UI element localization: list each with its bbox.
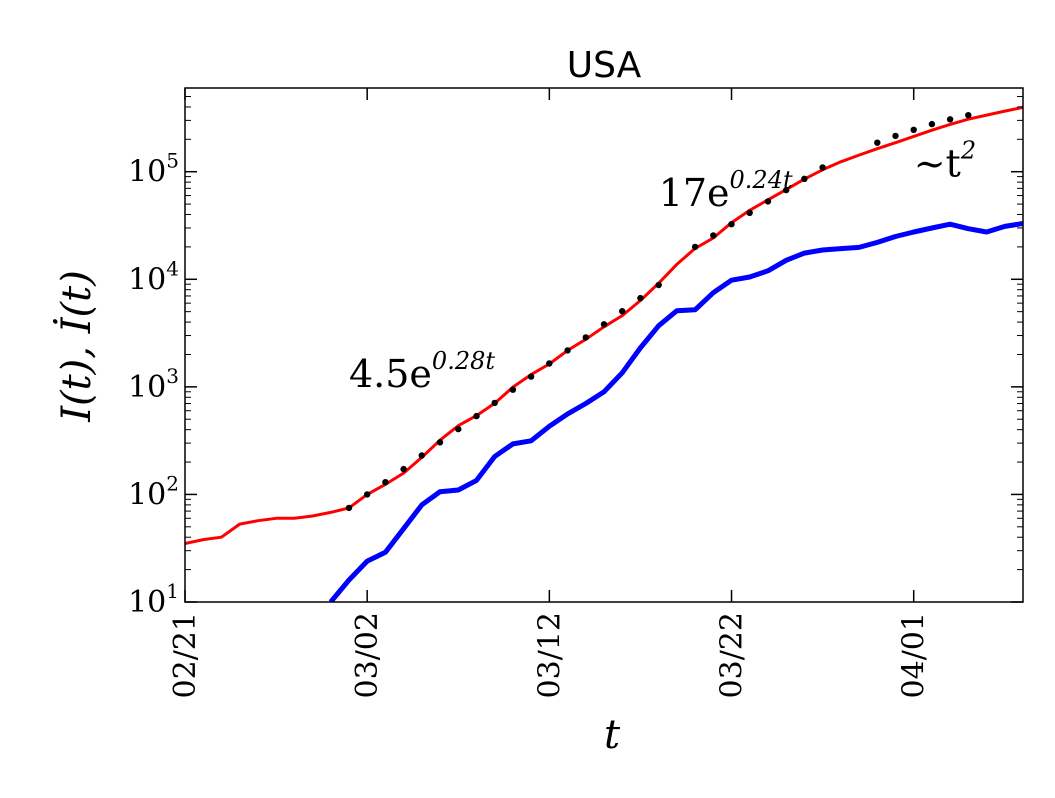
x-tick-label: 03/12 <box>532 612 567 698</box>
x-tick-label: 02/21 <box>168 612 203 698</box>
plot-frame <box>184 87 1024 603</box>
fit-point <box>400 465 407 473</box>
chart-title: USA <box>567 45 642 86</box>
y-tick-label: 105 <box>128 149 179 190</box>
fit-point <box>509 386 517 393</box>
fit-point <box>655 281 662 289</box>
annotations-layer: 4.5e0.28t 17e0.24t ~t2 <box>349 137 976 396</box>
fit-point <box>946 116 954 123</box>
fit-point <box>892 132 899 140</box>
x-axis-label: t <box>604 712 621 758</box>
fit-point <box>364 491 371 498</box>
x-tick-label: 03/02 <box>350 612 385 698</box>
fit-point <box>527 373 535 380</box>
fit-point <box>600 321 608 328</box>
ticks-layer: 02/21 03/02 03/12 03/22 04/01 101 102 103 104 105 <box>128 87 1023 698</box>
fit-point <box>619 308 626 315</box>
fit-point <box>564 347 571 354</box>
fit-point <box>436 439 444 446</box>
fit-point <box>637 294 644 302</box>
fit-point <box>455 425 462 433</box>
y-tick-label: 102 <box>128 471 179 512</box>
fit-point <box>710 232 717 239</box>
y-tick-label: 103 <box>128 364 179 405</box>
fit-point <box>546 360 553 367</box>
x-tick-label: 03/22 <box>715 612 750 698</box>
fit-point <box>764 198 772 205</box>
fit-point <box>783 186 790 194</box>
fit-point <box>801 175 808 182</box>
fit-points-layer <box>345 112 972 512</box>
fit-point <box>928 120 936 128</box>
fit-point <box>728 221 735 228</box>
series-line-1 <box>328 221 1023 602</box>
x-tick-label: 04/01 <box>897 612 932 698</box>
fit-point <box>691 243 699 251</box>
annotation-fit-late: 17e0.24t <box>659 166 793 215</box>
fit-point <box>382 479 389 486</box>
series-layer <box>185 105 1023 602</box>
fit-point <box>418 452 425 459</box>
annotation-fit-early: 4.5e0.28t <box>349 347 495 396</box>
y-axis-label: I(t), İ(t) <box>53 270 100 423</box>
fit-point <box>345 504 353 512</box>
fit-point <box>473 412 480 420</box>
fit-point <box>819 164 826 171</box>
annotation-power-law: ~t2 <box>914 137 976 186</box>
y-tick-label: 104 <box>128 256 179 297</box>
fit-point <box>965 112 972 119</box>
fit-point <box>491 399 498 407</box>
fit-point <box>874 139 881 146</box>
fit-point <box>910 126 917 133</box>
fit-point <box>746 209 753 216</box>
y-tick-label: 101 <box>128 579 179 620</box>
fit-point <box>582 334 589 341</box>
